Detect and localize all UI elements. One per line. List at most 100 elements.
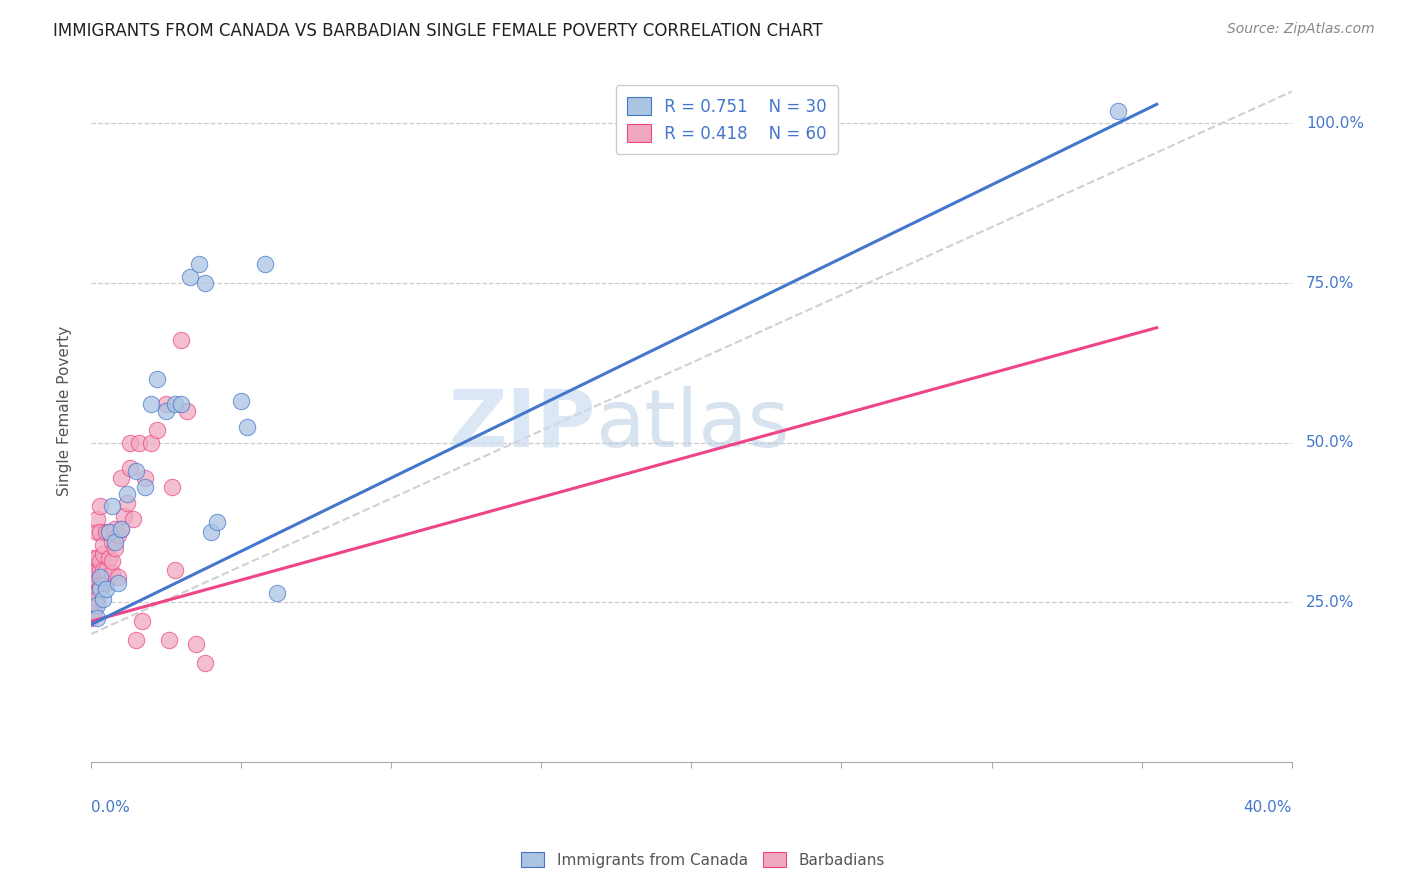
Point	[89, 569, 111, 583]
Text: 50.0%: 50.0%	[1306, 435, 1354, 450]
Point	[89, 579, 111, 593]
Point	[131, 615, 153, 629]
Point	[89, 582, 111, 597]
Point	[1107, 103, 1129, 118]
Text: IMMIGRANTS FROM CANADA VS BARBADIAN SINGLE FEMALE POVERTY CORRELATION CHART: IMMIGRANTS FROM CANADA VS BARBADIAN SING…	[53, 22, 823, 40]
Text: 25.0%: 25.0%	[1306, 595, 1354, 610]
Point	[266, 585, 288, 599]
Point	[94, 576, 117, 591]
Point	[254, 257, 277, 271]
Point	[160, 480, 183, 494]
Point	[110, 522, 132, 536]
Point	[83, 599, 105, 613]
Point	[157, 633, 180, 648]
Point	[128, 435, 150, 450]
Point	[107, 576, 129, 591]
Point	[83, 605, 105, 619]
Point	[94, 582, 117, 597]
Point	[91, 547, 114, 561]
Point	[101, 500, 124, 514]
Point	[125, 464, 148, 478]
Point	[94, 524, 117, 539]
Point	[97, 524, 120, 539]
Point	[146, 372, 169, 386]
Point	[80, 611, 103, 625]
Point	[139, 435, 162, 450]
Point	[86, 585, 108, 599]
Point	[179, 269, 201, 284]
Text: 40.0%: 40.0%	[1243, 800, 1292, 815]
Text: 0.0%: 0.0%	[91, 800, 129, 815]
Point	[155, 397, 177, 411]
Point	[236, 419, 259, 434]
Text: ZIP: ZIP	[449, 385, 595, 464]
Point	[146, 423, 169, 437]
Point	[115, 496, 138, 510]
Point	[101, 566, 124, 581]
Point	[91, 563, 114, 577]
Point	[89, 554, 111, 568]
Point	[104, 522, 127, 536]
Point	[86, 563, 108, 577]
Point	[104, 534, 127, 549]
Point	[107, 569, 129, 583]
Point	[112, 508, 135, 523]
Point	[80, 579, 103, 593]
Point	[89, 524, 111, 539]
Point	[200, 524, 222, 539]
Point	[107, 528, 129, 542]
Point	[170, 397, 193, 411]
Point	[118, 435, 141, 450]
Point	[104, 541, 127, 555]
Point	[89, 563, 111, 577]
Point	[83, 579, 105, 593]
Point	[205, 516, 228, 530]
Point	[80, 592, 103, 607]
Point	[115, 486, 138, 500]
Point	[86, 524, 108, 539]
Y-axis label: Single Female Poverty: Single Female Poverty	[58, 326, 72, 496]
Point	[229, 394, 252, 409]
Point	[86, 611, 108, 625]
Text: 75.0%: 75.0%	[1306, 276, 1354, 291]
Point	[89, 500, 111, 514]
Point	[83, 576, 105, 591]
Text: Source: ZipAtlas.com: Source: ZipAtlas.com	[1227, 22, 1375, 37]
Point	[134, 471, 156, 485]
Text: atlas: atlas	[595, 385, 790, 464]
Point	[91, 538, 114, 552]
Point	[118, 461, 141, 475]
Point	[163, 397, 186, 411]
Point	[163, 563, 186, 577]
Point	[101, 554, 124, 568]
Point	[101, 534, 124, 549]
Point	[188, 257, 211, 271]
Point	[97, 524, 120, 539]
Point	[134, 480, 156, 494]
Point	[86, 512, 108, 526]
Point	[83, 566, 105, 581]
Text: 100.0%: 100.0%	[1306, 116, 1364, 131]
Point	[80, 599, 103, 613]
Point	[176, 403, 198, 417]
Point	[122, 512, 145, 526]
Point	[86, 550, 108, 565]
Point	[170, 334, 193, 348]
Point	[184, 637, 207, 651]
Legend: Immigrants from Canada, Barbadians: Immigrants from Canada, Barbadians	[516, 846, 890, 873]
Point	[776, 103, 799, 118]
Point	[86, 599, 108, 613]
Point	[139, 397, 162, 411]
Legend:  R = 0.751    N = 30,  R = 0.418    N = 60: R = 0.751 N = 30, R = 0.418 N = 60	[616, 86, 838, 154]
Point	[97, 550, 120, 565]
Point	[110, 522, 132, 536]
Point	[83, 550, 105, 565]
Point	[94, 563, 117, 577]
Point	[125, 633, 148, 648]
Point	[86, 573, 108, 587]
Point	[155, 403, 177, 417]
Point	[194, 276, 217, 290]
Point	[86, 592, 108, 607]
Point	[110, 471, 132, 485]
Point	[91, 592, 114, 607]
